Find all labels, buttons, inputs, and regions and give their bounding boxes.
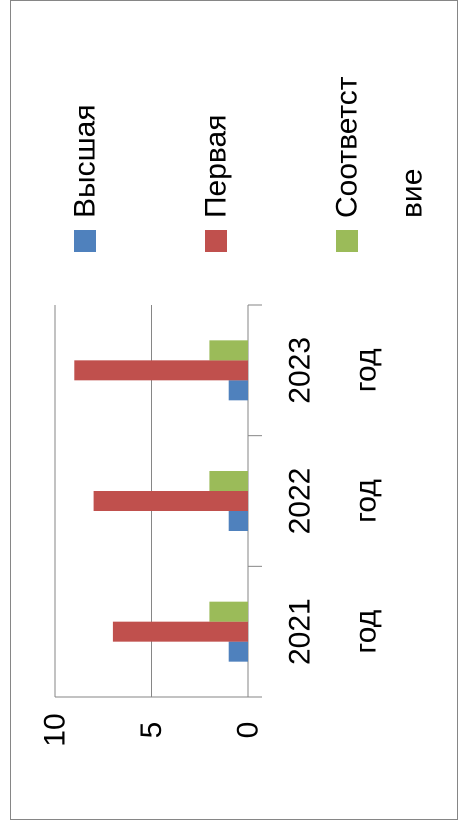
legend-label-1: Первая xyxy=(200,115,233,218)
bar-первая-1 xyxy=(93,491,248,511)
bar-соответствие-2 xyxy=(209,340,248,361)
category-label-1: 2022 год xyxy=(284,468,383,535)
legend-label-0: Высшая xyxy=(69,104,102,218)
legend-swatch-2 xyxy=(336,230,358,252)
legend-swatch-1 xyxy=(205,230,227,252)
category-label-0: 2021 год xyxy=(284,598,383,665)
bar-первая-0 xyxy=(112,621,249,642)
legend-label-2: Соответст вие xyxy=(331,76,429,218)
bar-соответствие-0 xyxy=(209,601,248,622)
tick-label-0: 0 xyxy=(232,722,265,739)
chart-frame xyxy=(10,0,458,820)
legend-swatch-0 xyxy=(74,230,96,252)
bar-соответствие-1 xyxy=(209,471,248,491)
bar-первая-2 xyxy=(74,360,248,381)
bar-высшая-1 xyxy=(228,511,248,531)
tick-label-10: 10 xyxy=(39,713,72,746)
category-label-2: 2023 год xyxy=(284,337,383,404)
tick-label-5: 5 xyxy=(135,722,168,739)
bar-высшая-2 xyxy=(228,380,248,401)
bar-высшая-0 xyxy=(228,641,248,662)
